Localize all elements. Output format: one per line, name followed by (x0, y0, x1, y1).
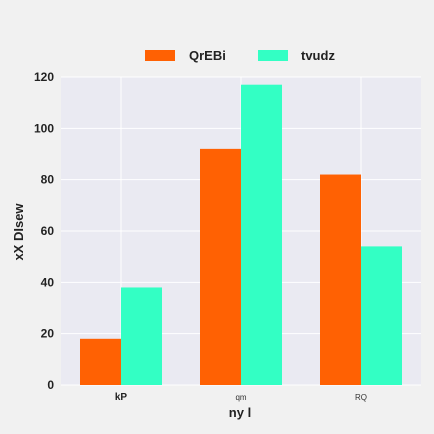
x-tick-label: qm (235, 393, 246, 402)
y-tick-label: 0 (47, 378, 54, 392)
legend: QrEBi tvudz (145, 48, 335, 63)
y-tick-label: 100 (34, 121, 54, 135)
x-tick-labels: kP qm RQ (115, 392, 367, 403)
y-tick-label: 80 (41, 173, 55, 187)
x-axis-label: ny l (229, 405, 251, 420)
legend-swatch-series-2 (258, 50, 288, 61)
x-tick-label: kP (115, 392, 128, 403)
y-tick-label: 40 (41, 275, 55, 289)
y-tick-label: 20 (41, 327, 55, 341)
legend-label-series-2: tvudz (301, 48, 335, 63)
y-axis-label: xX DIsew (11, 203, 26, 261)
bar-series-1-RQ (320, 174, 361, 385)
bar-series-2-qm (241, 84, 282, 385)
y-tick-label: 120 (34, 70, 54, 84)
bar-series-2-RQ (361, 246, 402, 385)
y-tick-labels: 0 20 40 60 80 100 120 (34, 70, 54, 392)
x-tick-label: RQ (355, 393, 367, 402)
legend-label-series-1: QrEBi (189, 48, 226, 63)
y-tick-label: 60 (41, 224, 55, 238)
bar-series-2-kP (121, 287, 162, 385)
bar-series-1-kP (80, 338, 121, 385)
bar-series-1-qm (200, 148, 241, 385)
bars (80, 84, 402, 385)
legend-swatch-series-1 (145, 50, 175, 61)
